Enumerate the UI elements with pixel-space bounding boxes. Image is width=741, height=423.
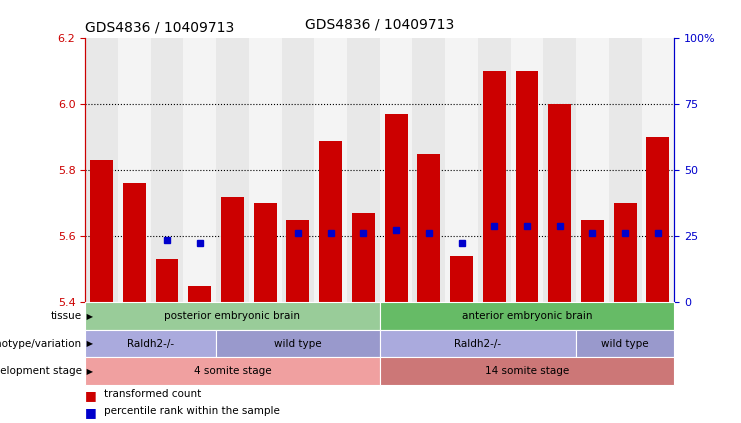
Bar — [483, 71, 506, 302]
Bar — [614, 203, 637, 302]
Text: tissue: tissue — [50, 311, 82, 321]
Text: ▶: ▶ — [84, 339, 93, 348]
Bar — [156, 259, 179, 302]
Bar — [352, 213, 375, 302]
Bar — [85, 357, 380, 385]
Text: Raldh2-/-: Raldh2-/- — [127, 339, 174, 349]
Text: ▶: ▶ — [84, 312, 93, 321]
Bar — [379, 302, 674, 330]
Text: ■: ■ — [85, 389, 97, 402]
Bar — [413, 38, 445, 302]
Bar — [646, 137, 669, 302]
Bar — [287, 220, 310, 302]
Bar — [516, 71, 539, 302]
Bar — [85, 38, 118, 302]
Bar — [478, 38, 511, 302]
Bar — [150, 38, 184, 302]
Text: 14 somite stage: 14 somite stage — [485, 366, 569, 376]
Bar — [188, 286, 211, 302]
Bar — [379, 38, 413, 302]
Bar — [417, 154, 440, 302]
Text: percentile rank within the sample: percentile rank within the sample — [104, 406, 279, 416]
Text: genotype/variation: genotype/variation — [0, 339, 82, 349]
Text: GDS4836 / 10409713: GDS4836 / 10409713 — [305, 18, 454, 32]
Bar — [221, 197, 244, 302]
Bar — [642, 38, 674, 302]
Text: ▶: ▶ — [84, 367, 93, 376]
Bar — [347, 38, 379, 302]
Bar — [385, 114, 408, 302]
Bar — [90, 160, 113, 302]
Text: wild type: wild type — [602, 339, 649, 349]
Bar — [576, 330, 674, 357]
Text: GDS4836 / 10409713: GDS4836 / 10409713 — [85, 20, 234, 34]
Bar — [576, 38, 609, 302]
Bar — [85, 330, 216, 357]
Bar — [85, 302, 380, 330]
Bar — [450, 256, 473, 302]
Bar — [123, 184, 146, 302]
Text: development stage: development stage — [0, 366, 82, 376]
Bar — [118, 38, 150, 302]
Text: wild type: wild type — [274, 339, 322, 349]
Bar — [216, 38, 249, 302]
Text: ■: ■ — [85, 406, 97, 419]
Bar — [548, 104, 571, 302]
Text: transformed count: transformed count — [104, 389, 201, 399]
Bar — [543, 38, 576, 302]
Bar — [379, 357, 674, 385]
Text: posterior embryonic brain: posterior embryonic brain — [165, 311, 301, 321]
Bar — [216, 330, 379, 357]
Bar — [445, 38, 478, 302]
Bar — [511, 38, 543, 302]
Bar — [319, 140, 342, 302]
Text: Raldh2-/-: Raldh2-/- — [454, 339, 502, 349]
Bar — [609, 38, 642, 302]
Text: anterior embryonic brain: anterior embryonic brain — [462, 311, 592, 321]
Bar — [379, 330, 576, 357]
Bar — [253, 203, 276, 302]
Bar — [314, 38, 347, 302]
Bar — [249, 38, 282, 302]
Bar — [581, 220, 604, 302]
Bar — [183, 38, 216, 302]
Text: 4 somite stage: 4 somite stage — [193, 366, 271, 376]
Bar — [282, 38, 314, 302]
